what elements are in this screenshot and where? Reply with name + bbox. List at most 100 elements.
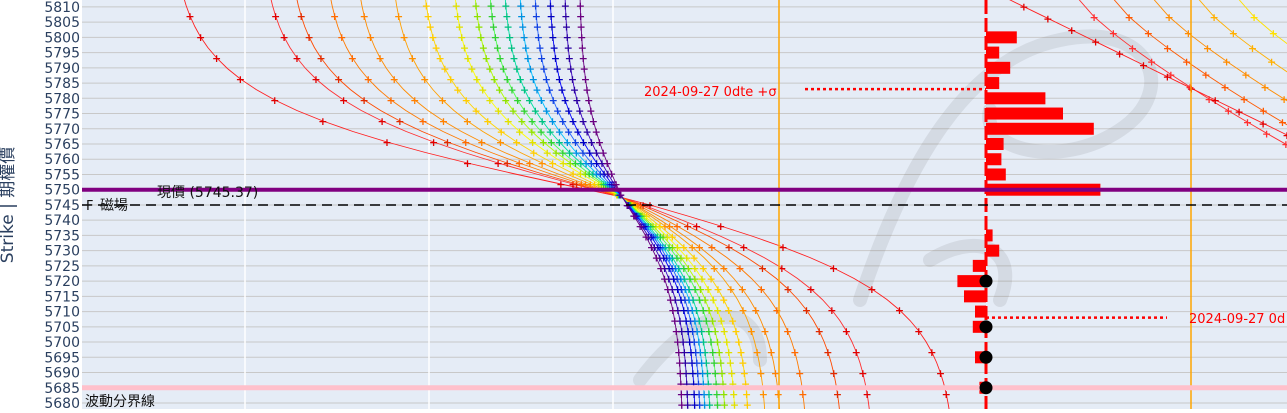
curve-9-marker: + bbox=[496, 52, 505, 65]
curve-15-marker: + bbox=[599, 147, 608, 160]
curve-3-marker: + bbox=[515, 157, 524, 170]
curve-7-marker: + bbox=[717, 315, 726, 328]
curve-10-marker: + bbox=[555, 136, 564, 149]
curve-6-marker: + bbox=[699, 262, 708, 275]
curve-8-marker: + bbox=[495, 84, 504, 97]
curve-11-marker: + bbox=[699, 388, 708, 401]
curve-15-marker: + bbox=[663, 283, 672, 296]
curve-5-marker: + bbox=[688, 241, 697, 254]
curve-14-marker: + bbox=[616, 189, 625, 202]
right-curve-4-marker: + bbox=[1250, 11, 1259, 24]
curve-14-marker: + bbox=[671, 294, 680, 307]
right-curve-0-marker: + bbox=[1205, 93, 1214, 106]
curve-15-marker: + bbox=[582, 84, 591, 97]
curve-14-marker: + bbox=[668, 283, 677, 296]
curve-13-marker: + bbox=[639, 220, 648, 233]
curve-6-marker: + bbox=[568, 168, 577, 181]
curve-6-marker: + bbox=[655, 220, 664, 233]
curve-13-marker: + bbox=[547, 21, 556, 34]
right-curve-1-marker: + bbox=[1220, 81, 1229, 94]
curve-1-marker: + bbox=[311, 73, 320, 86]
curve-14-marker: + bbox=[630, 210, 639, 223]
y-tick-label: 5700 bbox=[44, 335, 80, 351]
right-curve-0-marker: + bbox=[1166, 68, 1175, 81]
curve-12-marker: + bbox=[531, 0, 540, 13]
curve-6-marker: + bbox=[453, 84, 462, 97]
curve-9-marker: + bbox=[646, 220, 655, 233]
curve-14-marker: + bbox=[644, 231, 653, 244]
curve-13-marker: + bbox=[679, 304, 688, 317]
right-curve-1-marker: + bbox=[1144, 27, 1153, 40]
curve-12-marker: + bbox=[545, 84, 554, 97]
y-tick-label: 5755 bbox=[44, 167, 80, 183]
right-curve-main-marker: + bbox=[1258, 117, 1267, 130]
curve-0-marker: + bbox=[716, 220, 725, 233]
y-tick-label: 5680 bbox=[44, 396, 80, 409]
curve-2-marker: + bbox=[823, 346, 832, 359]
curve-7-marker: + bbox=[528, 136, 537, 149]
curve-5-marker: + bbox=[586, 178, 595, 191]
curve-11-marker: + bbox=[700, 399, 709, 410]
curve-14-marker: + bbox=[682, 378, 691, 391]
curve-5-marker: + bbox=[710, 262, 719, 275]
curve-10-marker: + bbox=[668, 252, 677, 265]
sigma-upper-label: 2024-09-27 0dte +σ bbox=[644, 85, 777, 100]
curve-3-marker: + bbox=[790, 346, 799, 359]
curve-4-marker: + bbox=[774, 388, 783, 401]
right-curve-main-marker: + bbox=[1067, 24, 1076, 37]
curve-9-marker: + bbox=[614, 189, 623, 202]
right-curve-main-line bbox=[1009, 0, 1287, 136]
curve-10-marker: + bbox=[502, 10, 511, 23]
curve-9-marker: + bbox=[527, 115, 536, 128]
curve-4-marker: + bbox=[581, 178, 590, 191]
curve-9-marker: + bbox=[547, 136, 556, 149]
curve-12-marker: + bbox=[692, 357, 701, 370]
curve-12-marker: + bbox=[542, 73, 551, 86]
y-tick-label: 5775 bbox=[44, 107, 80, 123]
volatility-boundary-label: 波動分界線 bbox=[85, 394, 155, 409]
curve-11-marker: + bbox=[688, 304, 697, 317]
curve-8-marker: + bbox=[490, 73, 499, 86]
curve-12-marker: + bbox=[564, 126, 573, 139]
curve-13-marker: + bbox=[632, 210, 641, 223]
curve-6-marker: + bbox=[690, 252, 699, 265]
curve-6-marker: + bbox=[424, 10, 433, 23]
curve-13-marker: + bbox=[600, 168, 609, 181]
curve-4-marker: + bbox=[719, 262, 728, 275]
curve-3-marker: + bbox=[757, 283, 766, 296]
curve-7-marker: + bbox=[457, 31, 466, 44]
curve-12-marker: + bbox=[615, 189, 624, 202]
curve-7-marker: + bbox=[594, 178, 603, 191]
y-tick-label: 5770 bbox=[44, 122, 80, 138]
curve-4-marker: + bbox=[390, 73, 399, 86]
curve-10-marker: + bbox=[692, 304, 701, 317]
curve-9-marker: + bbox=[489, 21, 498, 34]
curve-14-marker: + bbox=[575, 105, 584, 118]
curve-7-marker: + bbox=[467, 63, 476, 76]
curve-1-marker: + bbox=[739, 241, 748, 254]
curve-9-marker: + bbox=[712, 378, 721, 391]
curve-15-marker: + bbox=[673, 336, 682, 349]
right-curve-0-marker: + bbox=[1262, 127, 1271, 140]
curve-2-marker: + bbox=[360, 94, 369, 107]
curve-1-marker: + bbox=[858, 367, 867, 380]
curve-8-marker: + bbox=[527, 126, 536, 139]
curve-13-marker: + bbox=[551, 52, 560, 65]
right-curve-0-marker: + bbox=[1281, 138, 1287, 151]
curve-8-marker: + bbox=[566, 157, 575, 170]
right-curve-2-marker: + bbox=[1145, 0, 1154, 2]
curve-10-marker: + bbox=[684, 283, 693, 296]
curve-5-marker: + bbox=[463, 115, 472, 128]
curve-6-marker: + bbox=[719, 294, 728, 307]
curve-6-marker: + bbox=[724, 304, 733, 317]
curve-8-marker: + bbox=[715, 346, 724, 359]
right-curve-2-marker: + bbox=[1222, 55, 1231, 68]
right-curve-0-marker: + bbox=[1147, 55, 1156, 68]
curve-7-marker: + bbox=[651, 220, 660, 233]
curve-9-marker: + bbox=[712, 388, 721, 401]
curve-9-marker: + bbox=[691, 283, 700, 296]
curve-8-marker: + bbox=[517, 115, 526, 128]
curve-13-marker: + bbox=[690, 399, 699, 410]
curve-4-marker: + bbox=[355, 0, 364, 2]
curve-12-marker: + bbox=[690, 336, 699, 349]
